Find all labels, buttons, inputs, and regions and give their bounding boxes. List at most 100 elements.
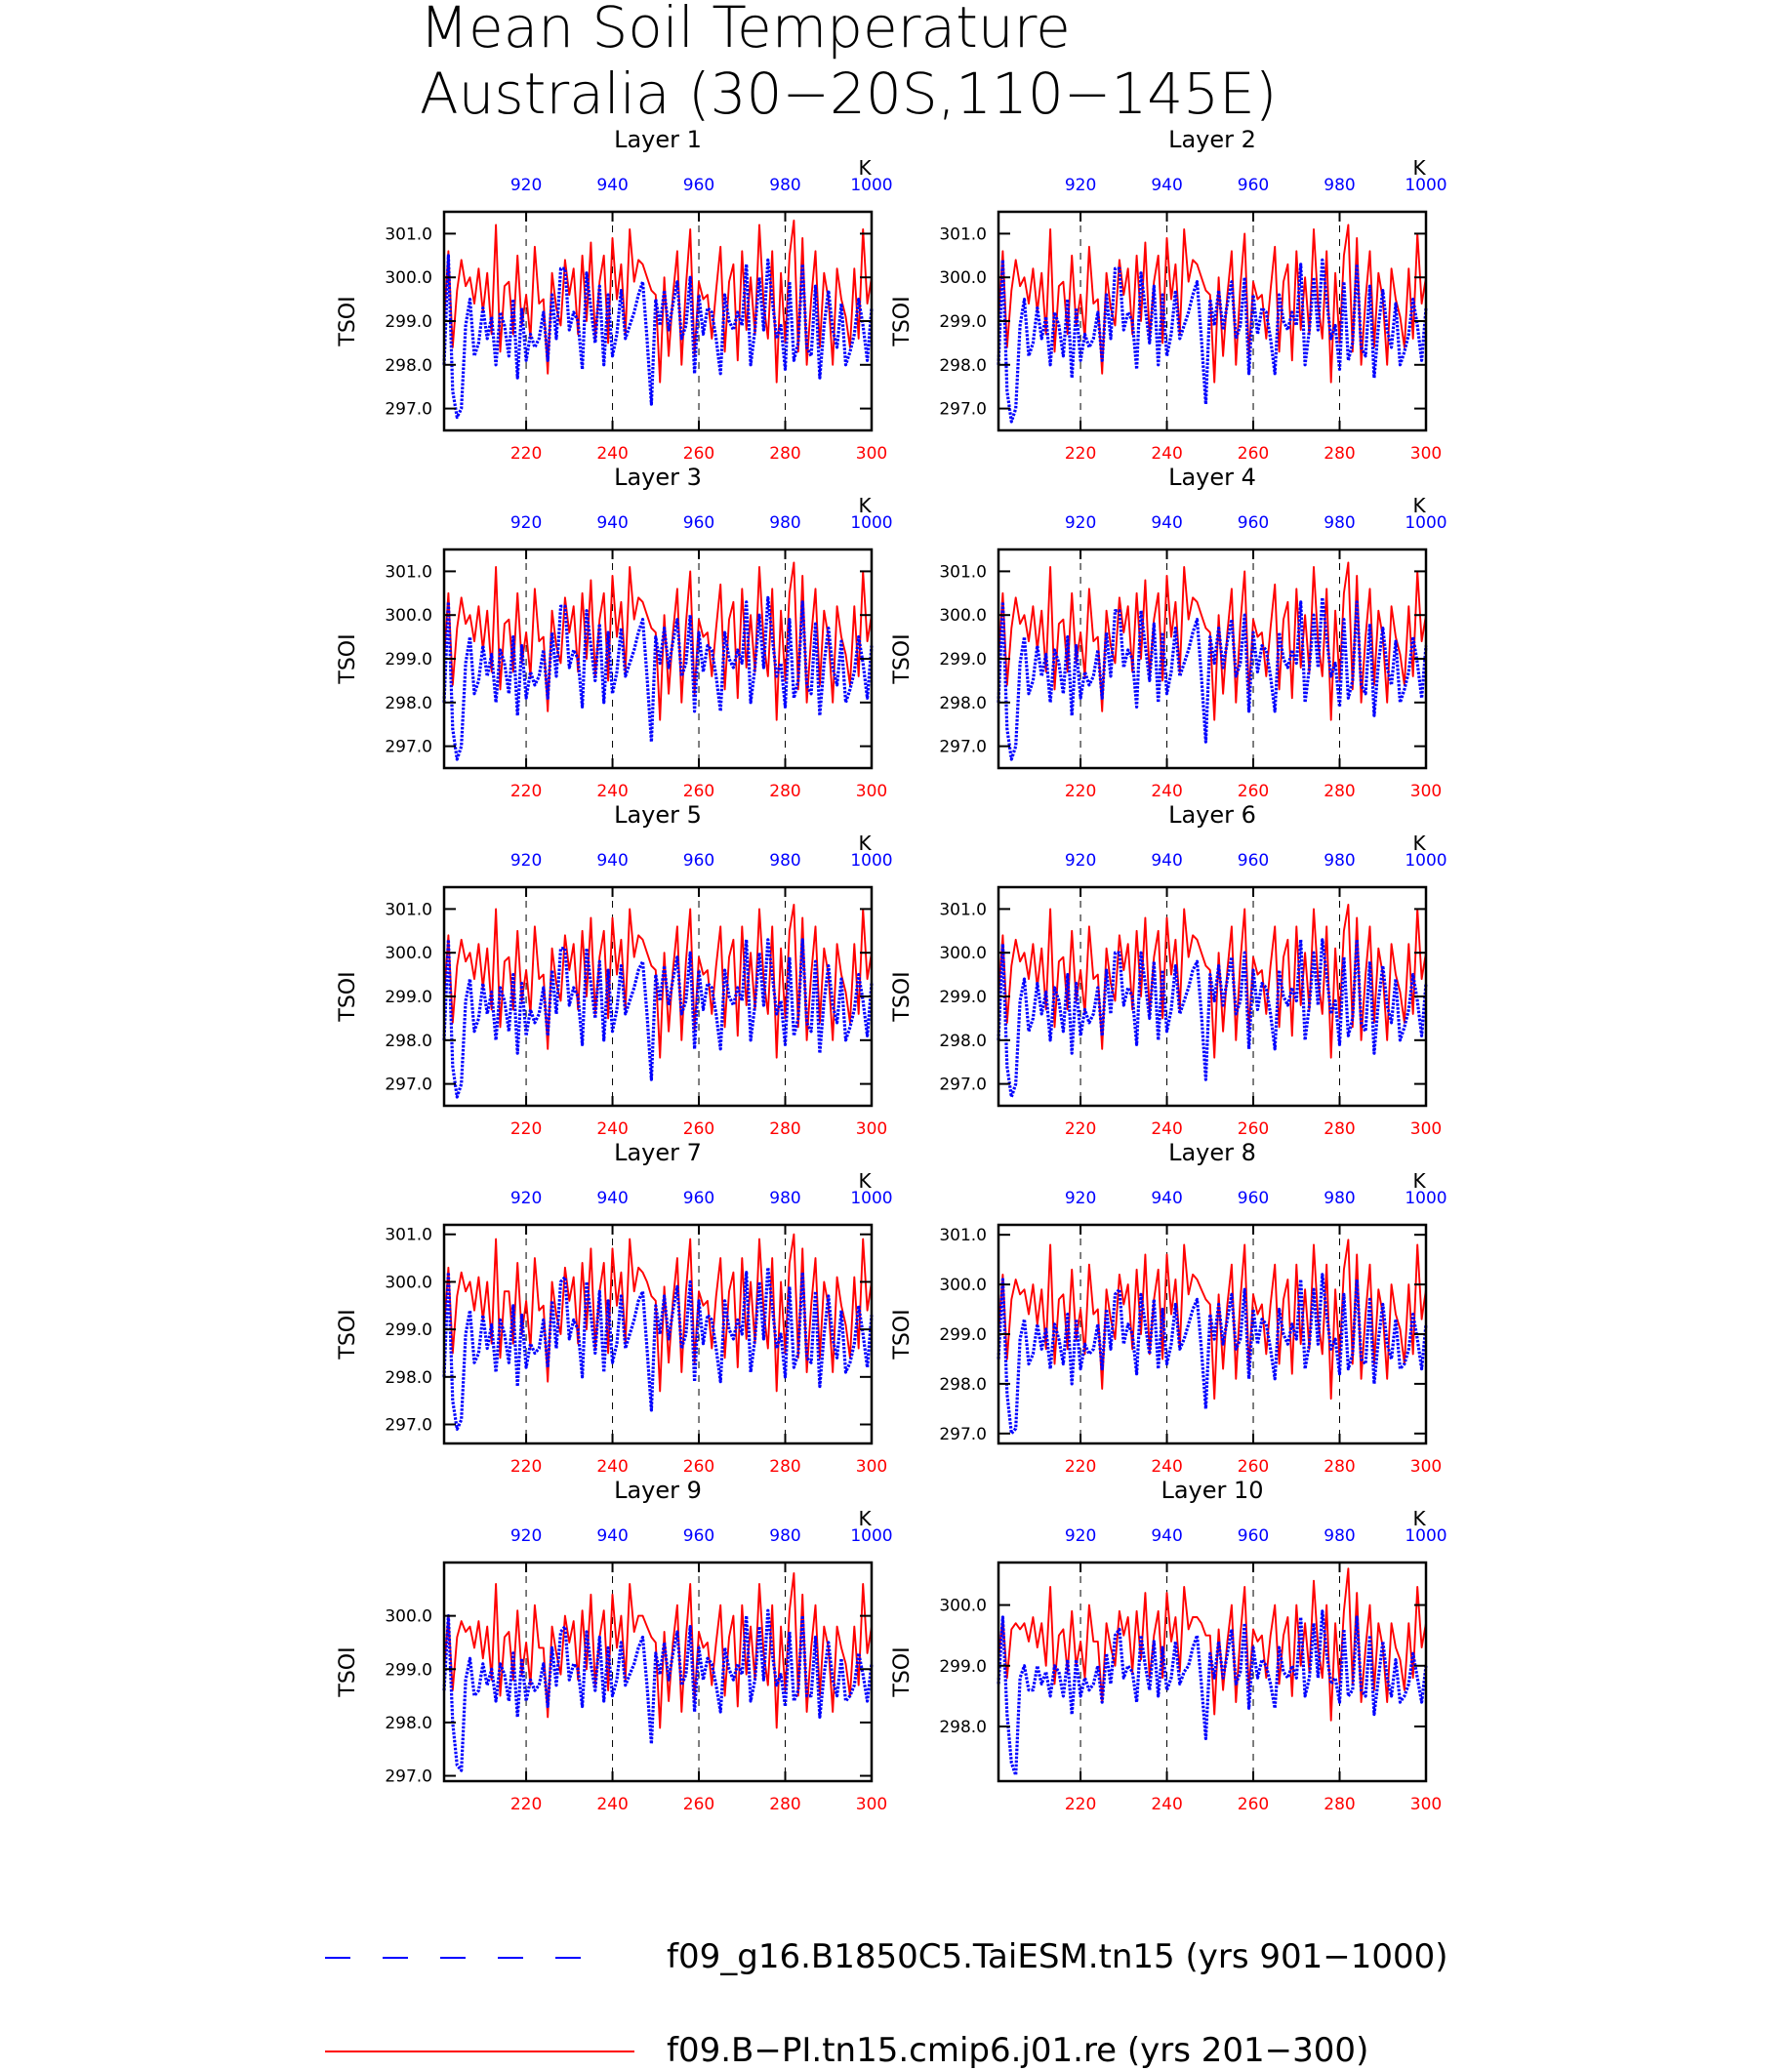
x-tick-label-bottom: 220: [510, 1119, 542, 1139]
y-tick-label: 299.0: [939, 1657, 987, 1677]
x-tick-label-top: 980: [769, 1526, 800, 1546]
unit-label-k: K: [1412, 156, 1426, 180]
x-tick-label-top: 960: [683, 513, 714, 533]
x-tick-label-top: 1000: [1405, 513, 1446, 533]
series-line-taiesm: [442, 254, 874, 420]
unit-label-k: K: [1412, 494, 1426, 517]
x-tick-label-bottom: 240: [1151, 1457, 1182, 1477]
unit-label-k: K: [858, 1169, 872, 1193]
unit-label-k: K: [858, 156, 872, 180]
chart-panel-layer-9: Layer 9 297.0 298.0 299.0 300.0 TSOI 220 240 260…: [336, 1477, 893, 1814]
legend-label-cmip6: f09.B−PI.tn15.cmip6.j01.re (yrs 201−300): [667, 2031, 1368, 2070]
series-line-taiesm: [997, 938, 1428, 1099]
x-tick-label-top: 1000: [850, 1189, 892, 1208]
y-tick-label: 301.0: [385, 900, 432, 919]
x-tick-label-bottom: 220: [1065, 1119, 1096, 1139]
x-tick-label-top: 980: [1324, 176, 1355, 195]
y-tick-label: 301.0: [939, 1226, 987, 1245]
y-tick-label: 298.0: [939, 694, 987, 713]
y-tick-label: 300.0: [385, 606, 432, 626]
unit-label-k: K: [1412, 832, 1426, 855]
x-tick-label-bottom: 300: [856, 444, 887, 464]
y-axis-label: TSOI: [890, 1646, 915, 1697]
x-tick-label-top: 960: [683, 176, 714, 195]
x-tick-label-top: 980: [769, 1189, 800, 1208]
panel-grid: Layer 1 297.0 298.0 299.0 300.0 301.0 TSOI 220 2…: [336, 126, 1447, 1814]
x-tick-label-bottom: 280: [1324, 782, 1355, 801]
x-tick-label-bottom: 240: [1151, 1795, 1182, 1814]
plot-frame: [997, 1561, 1428, 1783]
x-tick-label-top: 940: [596, 176, 628, 195]
chart-panel-layer-8: Layer 8 297.0 298.0 299.0 300.0 301.0 TSOI 220 2…: [890, 1139, 1447, 1477]
y-tick-label: 300.0: [385, 1607, 432, 1627]
x-tick-label-top: 1000: [1405, 1526, 1446, 1546]
x-tick-label-bottom: 300: [1410, 782, 1442, 801]
x-tick-label-bottom: 240: [1151, 1119, 1182, 1139]
series-line-taiesm: [442, 1608, 874, 1772]
y-tick-label: 299.0: [385, 1660, 432, 1680]
x-tick-label-bottom: 220: [1065, 782, 1096, 801]
y-tick-label: 297.0: [385, 1076, 432, 1095]
y-tick-label: 299.0: [939, 650, 987, 670]
x-tick-label-bottom: 280: [1324, 1457, 1355, 1477]
x-tick-label-bottom: 240: [596, 1457, 628, 1477]
x-tick-label-bottom: 280: [769, 782, 800, 801]
x-tick-label-bottom: 220: [510, 782, 542, 801]
x-tick-label-top: 1000: [850, 1526, 892, 1546]
y-tick-label: 298.0: [939, 1375, 987, 1395]
panel-title: Layer 1: [614, 126, 702, 153]
x-tick-label-bottom: 220: [1065, 1795, 1096, 1814]
x-tick-label-bottom: 260: [683, 782, 714, 801]
x-tick-label-top: 920: [1065, 1526, 1096, 1546]
x-tick-label-bottom: 240: [596, 782, 628, 801]
x-tick-label-top: 940: [1151, 1189, 1182, 1208]
y-tick-label: 300.0: [939, 606, 987, 626]
y-axis-label: TSOI: [890, 296, 915, 346]
y-tick-label: 300.0: [385, 944, 432, 963]
x-tick-label-top: 940: [1151, 1526, 1182, 1546]
y-tick-label: 301.0: [385, 562, 432, 582]
y-axis-label: TSOI: [336, 1309, 360, 1360]
plot-frame: [442, 1223, 874, 1445]
y-tick-label: 301.0: [385, 224, 432, 244]
x-tick-label-bottom: 280: [769, 1457, 800, 1477]
panel-title: Layer 6: [1168, 801, 1256, 829]
x-tick-label-top: 980: [769, 851, 800, 871]
series-line-cmip6: [443, 220, 873, 384]
panel-title: Layer 9: [614, 1477, 702, 1504]
series-line-taiesm: [442, 938, 874, 1099]
unit-label-k: K: [1412, 1507, 1426, 1530]
x-tick-label-top: 980: [769, 513, 800, 533]
x-tick-label-bottom: 240: [596, 1795, 628, 1814]
unit-label-k: K: [1412, 1169, 1426, 1193]
y-tick-label: 299.0: [385, 312, 432, 332]
x-tick-label-bottom: 280: [769, 1119, 800, 1139]
y-tick-label: 298.0: [385, 356, 432, 376]
x-tick-label-bottom: 300: [1410, 444, 1442, 464]
panel-title: Layer 10: [1161, 1477, 1263, 1504]
x-tick-label-top: 940: [596, 513, 628, 533]
x-tick-label-bottom: 280: [1324, 444, 1355, 464]
x-tick-label-top: 940: [1151, 513, 1182, 533]
series-line-cmip6: [998, 223, 1427, 384]
unit-label-k: K: [858, 494, 872, 517]
x-tick-label-bottom: 260: [683, 444, 714, 464]
y-tick-label: 298.0: [385, 1032, 432, 1051]
x-tick-label-top: 960: [683, 851, 714, 871]
x-tick-label-bottom: 260: [1238, 782, 1269, 801]
y-tick-label: 299.0: [385, 1320, 432, 1340]
x-tick-label-top: 1000: [1405, 176, 1446, 195]
y-tick-label: 298.0: [385, 1368, 432, 1388]
panel-title: Layer 5: [614, 801, 702, 829]
x-tick-label-bottom: 280: [1324, 1119, 1355, 1139]
x-tick-label-bottom: 260: [1238, 1119, 1269, 1139]
x-tick-label-bottom: 300: [1410, 1119, 1442, 1139]
chart-panel-layer-2: Layer 2 297.0 298.0 299.0 300.0 301.0 TSOI 220 2…: [890, 126, 1447, 464]
x-tick-label-top: 1000: [1405, 851, 1446, 871]
x-tick-label-top: 1000: [850, 176, 892, 195]
x-tick-label-top: 960: [1238, 1526, 1269, 1546]
y-tick-label: 299.0: [385, 988, 432, 1007]
series-line-cmip6: [443, 903, 873, 1059]
series-line-cmip6: [443, 561, 873, 721]
